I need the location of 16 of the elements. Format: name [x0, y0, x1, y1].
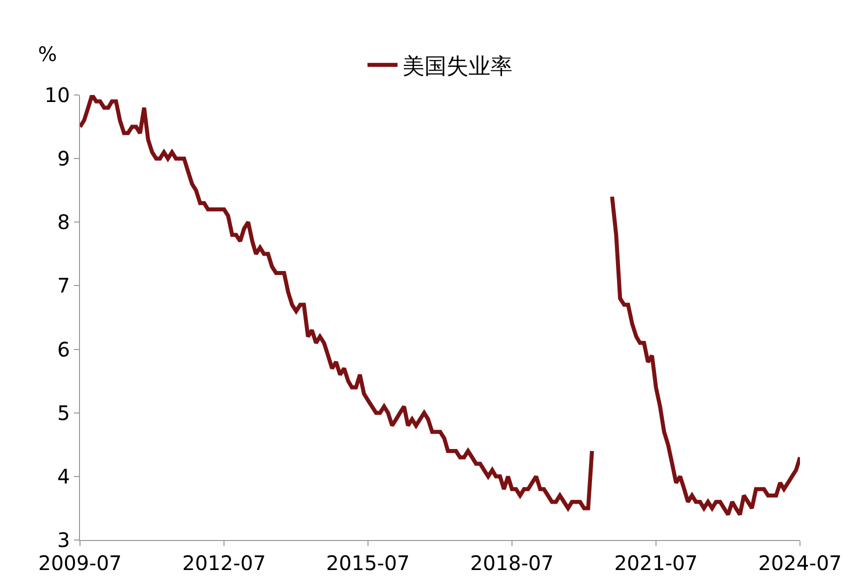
- y-tick-label: 6: [57, 337, 70, 362]
- y-tick-label: 9: [57, 146, 70, 171]
- y-axis-title: %: [38, 42, 58, 66]
- x-tick-label: 2009-07: [38, 551, 122, 575]
- y-tick-label: 5: [57, 400, 70, 425]
- x-tick-label: 2012-07: [182, 551, 266, 575]
- x-tick-label: 2021-07: [614, 551, 698, 575]
- y-tick-label: 3: [57, 528, 70, 552]
- y-tick-label: 8: [57, 210, 70, 234]
- y-tick-label: 7: [57, 274, 70, 298]
- legend-label: 美国失业率: [402, 54, 512, 80]
- x-tick-label: 2018-07: [470, 551, 554, 575]
- y-tick-label: 10: [44, 83, 70, 107]
- y-tick-label: 4: [57, 464, 70, 488]
- x-tick-label: 2015-07: [326, 551, 410, 575]
- x-tick-label: 2024-07: [758, 551, 842, 575]
